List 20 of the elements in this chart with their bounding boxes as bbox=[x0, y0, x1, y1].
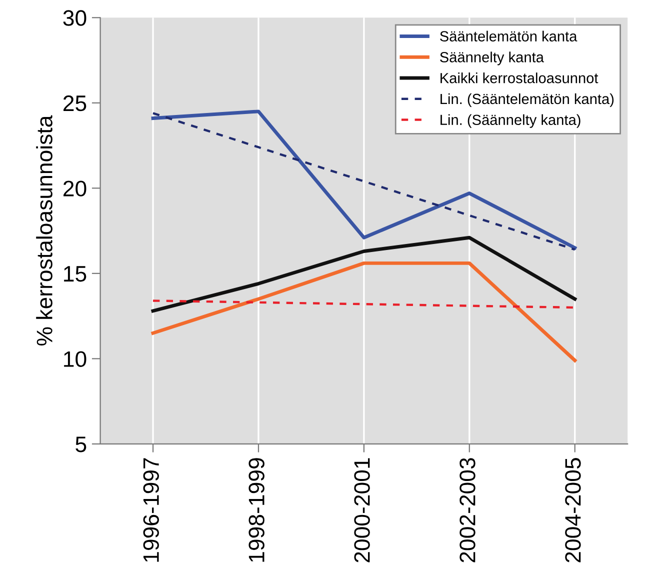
legend-label: Säännelty kanta bbox=[440, 52, 544, 66]
legend-label: Kaikki kerrostaloasunnot bbox=[440, 72, 598, 84]
x-tick-label: 1998-1999 bbox=[248, 458, 264, 562]
y-tick-label: 20 bbox=[63, 180, 86, 196]
y-tick-label: 5 bbox=[76, 436, 86, 452]
line-series bbox=[151, 261, 577, 362]
x-tick-label: 2002-2003 bbox=[460, 458, 476, 562]
legend-label: Lin. (Sääntelemätön kanta) bbox=[440, 93, 614, 108]
line-series bbox=[152, 300, 576, 309]
legend-label: Lin. (Säännelty kanta) bbox=[440, 114, 580, 128]
y-tick-label: 25 bbox=[63, 95, 86, 112]
y-tick-label: 30 bbox=[63, 10, 86, 26]
y-tick-label: 10 bbox=[64, 351, 86, 367]
y-tick-label: 15 bbox=[64, 266, 86, 282]
x-tick-label: 2000-2001 bbox=[354, 458, 370, 562]
y-axis-title: % kerrostaloasunnoista bbox=[36, 115, 52, 346]
x-tick-label: 2004-2005 bbox=[565, 458, 581, 562]
legend-label: Sääntelemätön kanta bbox=[440, 30, 578, 42]
line-series bbox=[151, 236, 577, 313]
x-tick-label: 1996-1997 bbox=[143, 458, 159, 562]
